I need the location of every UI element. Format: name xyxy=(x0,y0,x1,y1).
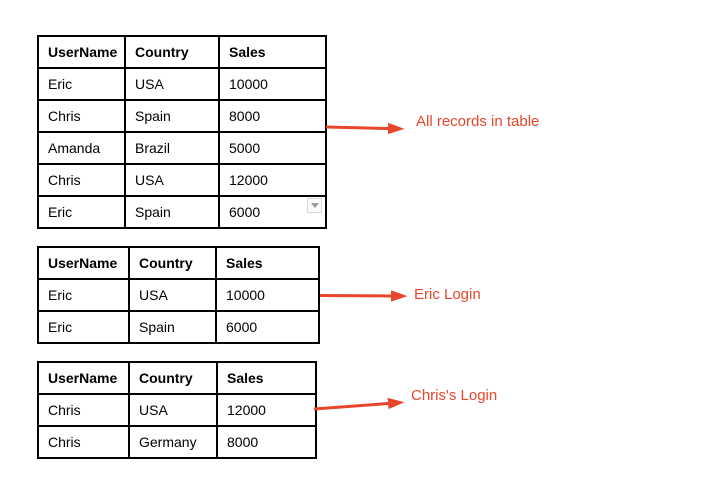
cell-country: Spain xyxy=(124,99,220,133)
cell-username: Eric xyxy=(37,278,130,312)
header-cell-username: UserName xyxy=(37,361,130,395)
table-row: Chris Spain 8000 xyxy=(37,99,327,133)
table-row: Eric Spain 6000 xyxy=(37,310,320,344)
arrow-right-icon xyxy=(313,397,405,411)
cell-sales: 5000 xyxy=(218,131,327,165)
cell-username: Chris xyxy=(37,425,130,459)
chevron-down-icon xyxy=(310,203,319,208)
cell-username: Eric xyxy=(37,67,126,101)
cell-username: Chris xyxy=(37,163,126,197)
cell-country: Spain xyxy=(128,310,217,344)
cell-sales: 10000 xyxy=(215,278,320,312)
cell-country: USA xyxy=(124,163,220,197)
table-row: Eric USA 10000 xyxy=(37,278,320,312)
header-cell-country: Country xyxy=(124,35,220,69)
cell-sales: 10000 xyxy=(218,67,327,101)
cell-country: Brazil xyxy=(124,131,220,165)
header-cell-country: Country xyxy=(128,246,217,280)
cell-country: USA xyxy=(124,67,220,101)
table-row: Eric USA 10000 xyxy=(37,67,327,101)
table-row: Chris Germany 8000 xyxy=(37,425,317,459)
cell-username: Amanda xyxy=(37,131,126,165)
cell-country: USA xyxy=(128,393,218,427)
table-row: Eric Spain 6000 xyxy=(37,195,327,229)
cell-username: Chris xyxy=(37,99,126,133)
header-cell-sales: Sales xyxy=(216,361,317,395)
table-eric-login: UserName Country Sales Eric USA 10000 Er… xyxy=(37,246,320,344)
header-cell-country: Country xyxy=(128,361,218,395)
header-cell-username: UserName xyxy=(37,246,130,280)
table-header-row: UserName Country Sales xyxy=(37,35,327,69)
cell-sales: 12000 xyxy=(216,393,317,427)
table-header-row: UserName Country Sales xyxy=(37,361,317,395)
cell-sales: 8000 xyxy=(218,99,327,133)
table-row: Chris USA 12000 xyxy=(37,163,327,197)
arrow-right-icon xyxy=(319,290,408,302)
cell-sales: 8000 xyxy=(216,425,317,459)
cell-username: Eric xyxy=(37,195,126,229)
annotation-all-records: All records in table xyxy=(416,113,540,130)
header-cell-username: UserName xyxy=(37,35,126,69)
arrow-right-icon xyxy=(325,122,405,135)
cell-country: Germany xyxy=(128,425,218,459)
cell-username: Chris xyxy=(37,393,130,427)
table-chris-login: UserName Country Sales Chris USA 12000 C… xyxy=(37,361,317,459)
table-row: Amanda Brazil 5000 xyxy=(37,131,327,165)
annotation-eric-login: Eric Login xyxy=(414,286,481,303)
cell-sales: 12000 xyxy=(218,163,327,197)
header-cell-sales: Sales xyxy=(218,35,327,69)
table-row: Chris USA 12000 xyxy=(37,393,317,427)
header-cell-sales: Sales xyxy=(215,246,320,280)
cell-sales-value: 6000 xyxy=(229,204,261,220)
filter-dropdown-icon[interactable] xyxy=(307,198,322,213)
cell-sales: 6000 xyxy=(218,195,327,229)
cell-country: USA xyxy=(128,278,217,312)
cell-username: Eric xyxy=(37,310,130,344)
cell-country: Spain xyxy=(124,195,220,229)
annotation-chris-login: Chris's Login xyxy=(411,387,498,404)
cell-sales: 6000 xyxy=(215,310,320,344)
table-all-records: UserName Country Sales Eric USA 10000 Ch… xyxy=(37,35,327,229)
table-header-row: UserName Country Sales xyxy=(37,246,320,280)
